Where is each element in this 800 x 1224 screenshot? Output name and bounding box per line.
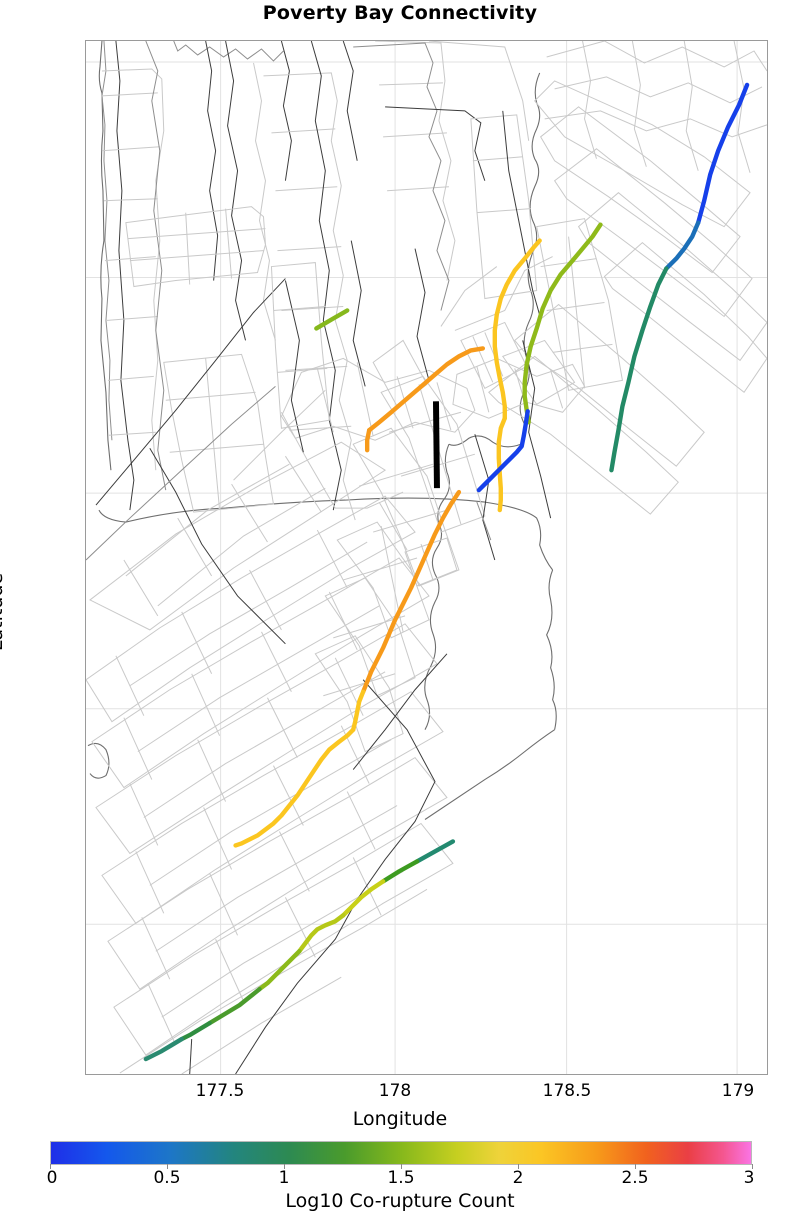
page-title: Poverty Bay Connectivity <box>262 2 538 24</box>
x-tick-2: 178.5 <box>542 1081 592 1101</box>
trace-south-teal-upper[interactable] <box>414 839 456 864</box>
trace-south-green-3[interactable] <box>207 986 262 1026</box>
colorbar-tick-1: 0.5 <box>153 1168 181 1188</box>
colorbar-tick-5: 2.5 <box>621 1168 649 1188</box>
x-tick-0: 177.5 <box>195 1081 245 1101</box>
colorbar-tickmark-1 <box>167 1164 168 1169</box>
trace-south-green-upper[interactable] <box>380 859 420 884</box>
colorbar-tickmark-2 <box>284 1164 285 1169</box>
trace-south-green-4[interactable] <box>179 1020 212 1042</box>
background-fault-polygons <box>101 41 542 521</box>
trace-central-orange-lower[interactable] <box>360 489 462 694</box>
colorbar-label: Log10 Co-rupture Count <box>285 1190 515 1212</box>
y-axis-label: Latitude <box>0 572 7 652</box>
colorbar-tickmark-4 <box>518 1164 519 1169</box>
trace-ne-offshore-teal[interactable] <box>609 266 669 473</box>
colorbar-tickmark-5 <box>635 1164 636 1169</box>
gridlines <box>86 41 767 1074</box>
colorbar-tickmark-6 <box>752 1164 753 1169</box>
trace-south-green-2[interactable] <box>257 949 302 992</box>
map-plot-area[interactable] <box>85 40 768 1075</box>
trace-east-cape-yellow[interactable] <box>492 238 542 421</box>
colorbar-tickmark-3 <box>401 1164 402 1169</box>
trace-central-orange-kink[interactable] <box>364 428 372 453</box>
trace-central-orange-upper[interactable] <box>366 346 486 433</box>
x-tick-1: 178 <box>378 1081 412 1101</box>
trace-east-cape-yellow-lower[interactable] <box>496 416 507 513</box>
trace-short-green-segment[interactable] <box>314 308 350 331</box>
trace-east-cape-green[interactable] <box>522 222 603 425</box>
map-svg <box>86 41 767 1074</box>
colorbar-tick-6: 3 <box>743 1168 755 1188</box>
x-axis-label: Longitude <box>352 1108 448 1130</box>
trace-ne-offshore-blue[interactable] <box>696 82 750 225</box>
trace-south-yellow[interactable] <box>233 727 356 848</box>
trace-ne-offshore-blue-mid[interactable] <box>664 220 701 271</box>
colorbar-tick-3: 1.5 <box>387 1168 415 1188</box>
background-fault-polygons-sw <box>86 240 552 1074</box>
colorbar[interactable] <box>50 1141 752 1165</box>
colorbar-tickmark-0 <box>50 1164 51 1169</box>
colorbar-tick-2: 1 <box>278 1168 290 1188</box>
colorbar-tick-4: 2 <box>512 1168 524 1188</box>
co-rupture-traces[interactable] <box>143 82 750 1062</box>
colorbar-tick-0: 0 <box>46 1168 58 1188</box>
colorbar-gradient <box>51 1142 751 1164</box>
trace-central-blue[interactable] <box>476 409 530 493</box>
trace-south-yellowgreen-2[interactable] <box>297 913 346 954</box>
trace-central-yellow-transition[interactable] <box>351 689 366 732</box>
highlighted-source-fault[interactable] <box>432 401 440 489</box>
trace-sw-teal-short[interactable] <box>143 1036 184 1062</box>
x-tick-3: 179 <box>721 1081 755 1101</box>
trace-south-yellowgreen[interactable] <box>341 879 386 918</box>
